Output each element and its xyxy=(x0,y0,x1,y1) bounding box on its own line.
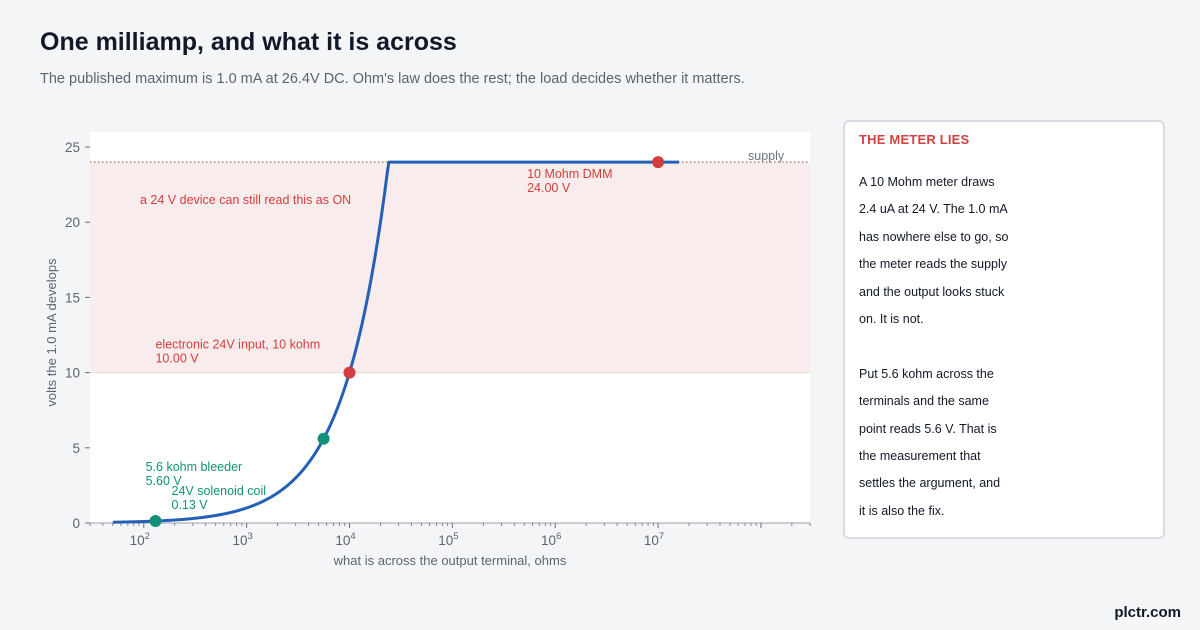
on-band xyxy=(90,162,810,373)
x-tick-label: 105 xyxy=(438,531,458,548)
point-value-label: 0.13 V xyxy=(172,498,209,512)
y-tick-label: 0 xyxy=(72,516,80,531)
page-subtitle: The published maximum is 1.0 mA at 26.4V… xyxy=(40,71,745,87)
sidebar-card: THE METER LIES A 10 Mohm meter draws 2.4… xyxy=(843,120,1165,539)
series-line xyxy=(112,160,680,524)
page-title: One milliamp, and what it is across xyxy=(40,28,457,56)
y-axis-label: volts the 1.0 mA develops xyxy=(44,258,59,407)
sidebar-line: 2.4 uA at 24 V. The 1.0 mA xyxy=(859,202,1008,217)
point-value-label: 24.00 V xyxy=(527,181,571,195)
data-point xyxy=(343,366,356,379)
chart: 102 103 104 105 106 107 0 5 10 15 20 25 what is acro… xyxy=(44,132,811,568)
sidebar-body: A 10 Mohm meter draws 2.4 uA at 24 V. Th… xyxy=(859,169,1039,553)
brand-logo: plctr.com xyxy=(1114,604,1181,621)
sidebar-line: point reads 5.6 V. That is xyxy=(859,421,997,436)
point-value-label: 5.60 V xyxy=(146,474,183,488)
y-tick-label: 25 xyxy=(65,140,80,155)
sidebar-line: on. It is not. xyxy=(859,312,924,327)
x-tick-label: 102 xyxy=(130,531,150,548)
y-tick-label: 15 xyxy=(65,290,80,305)
sidebar-paragraph-2: Put 5.6 kohm across the terminals and th… xyxy=(859,361,1039,525)
point-value-label: 10.00 V xyxy=(155,352,199,366)
data-point xyxy=(149,515,162,528)
y-tick-label: 5 xyxy=(72,441,80,456)
x-tick-label: 106 xyxy=(541,531,561,548)
supply-label: supply xyxy=(748,149,785,163)
sidebar-line: the meter reads the supply xyxy=(859,257,1007,272)
sidebar-line: and the output looks stuck xyxy=(859,284,1005,299)
y-tick-label: 10 xyxy=(65,366,80,381)
sidebar-line: the measurement that xyxy=(859,449,981,464)
x-tick-label: 107 xyxy=(644,531,664,548)
point-label: 10 Mohm DMM xyxy=(527,167,612,181)
sidebar-line: Put 5.6 kohm across the xyxy=(859,366,994,381)
sidebar-line: A 10 Mohm meter draws xyxy=(859,175,995,189)
y-tick-label: 20 xyxy=(65,215,80,230)
x-axis-label: what is across the output terminal, ohms xyxy=(333,553,567,568)
x-tick-label: 103 xyxy=(232,531,252,548)
sidebar-line: settles the argument, and xyxy=(859,476,1001,491)
point-label: 24V solenoid coil xyxy=(172,484,267,498)
sidebar-line: has nowhere else to go, so xyxy=(859,229,1009,244)
data-point xyxy=(317,432,330,445)
point-label: 5.6 kohm bleeder xyxy=(146,460,243,474)
data-point xyxy=(652,156,665,169)
x-tick-label: 104 xyxy=(335,531,355,548)
sidebar-line: terminals and the same xyxy=(859,394,989,409)
point-label: electronic 24V input, 10 kohm xyxy=(155,338,320,352)
sidebar-title: THE METER LIES xyxy=(859,132,970,147)
sidebar-line: it is also the fix. xyxy=(859,503,945,518)
on-band-label: a 24 V device can still read this as ON xyxy=(140,193,351,207)
sidebar-paragraph-1: A 10 Mohm meter draws 2.4 uA at 24 V. Th… xyxy=(859,169,1039,333)
